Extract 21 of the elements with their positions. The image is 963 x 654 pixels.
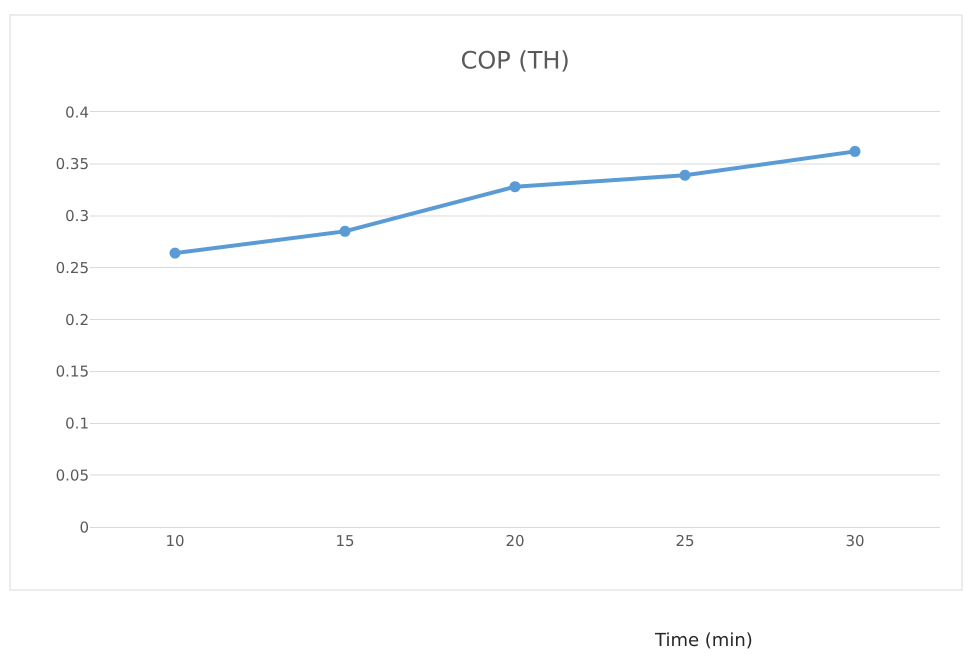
point [510,181,520,192]
y-tick-label: 0.15 [56,362,89,381]
x-tick-label: 30 [845,532,865,550]
x-tick-label: 15 [335,532,355,550]
y-tick-label: 0 [79,518,89,536]
y-tick-label: 0.4 [65,103,89,122]
x-tick-label: 25 [675,532,695,550]
y-tick-label: 0.2 [65,310,89,329]
y-tick-label: 0.25 [56,258,89,277]
y-tick-label: 0.1 [65,414,89,432]
x-axis-title: Time (min) [654,630,753,651]
x-tick-label: 10 [165,532,185,550]
y-tick-label: 0.35 [56,155,89,174]
point [680,170,690,181]
point [850,146,860,157]
y-tick-label: 0.3 [65,207,89,225]
chart-title: COP (TH) [460,46,570,74]
point [170,248,180,259]
point [340,226,350,237]
y-tick-label: 0.05 [56,466,89,484]
x-tick-label: 20 [505,532,525,550]
